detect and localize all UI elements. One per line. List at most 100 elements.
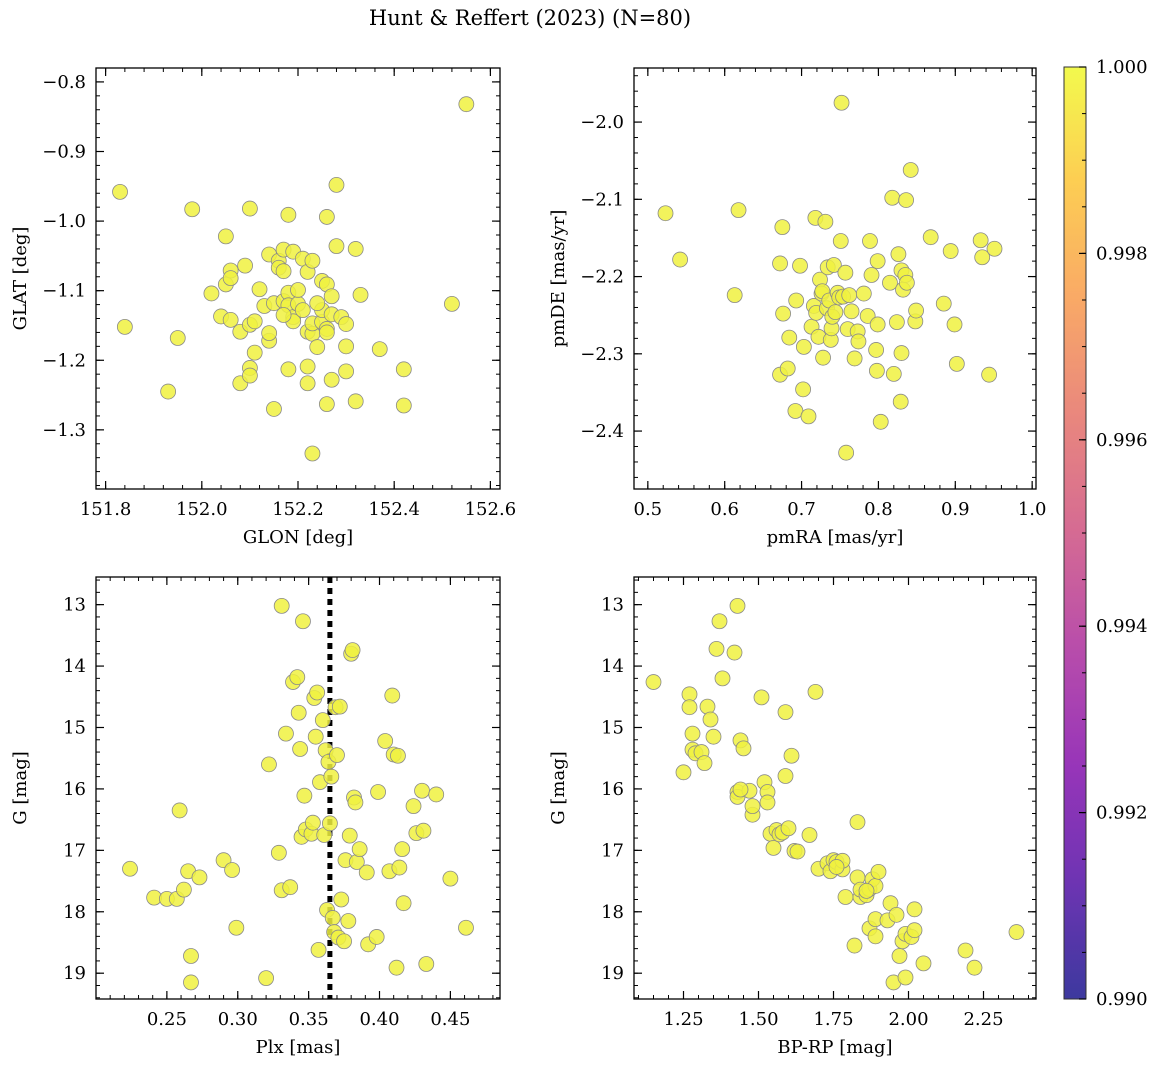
data-point xyxy=(458,96,475,113)
data-point xyxy=(867,928,884,945)
data-point xyxy=(290,704,307,721)
data-point xyxy=(331,698,348,715)
data-point xyxy=(684,725,701,742)
data-point xyxy=(788,292,805,309)
data-point xyxy=(898,274,915,291)
data-point xyxy=(391,859,408,876)
data-point xyxy=(869,316,886,333)
y-tick-label: −1.2 xyxy=(42,350,86,371)
data-point xyxy=(832,233,849,249)
y-axis-label: G [mag] xyxy=(548,751,569,824)
scatter-panel-4: 1.25 1.50 1.75 2.00 2.25 13 14 15 16 17 18 19 BP-RP … xyxy=(548,576,1037,1058)
data-point xyxy=(777,768,794,784)
data-point xyxy=(275,307,292,323)
x-tick-label: 152.6 xyxy=(465,499,517,520)
data-point xyxy=(779,360,796,377)
data-point xyxy=(112,183,128,200)
data-point xyxy=(765,839,782,856)
colorbar-tick-label: 0.996 xyxy=(1096,430,1148,451)
data-point xyxy=(270,844,287,861)
data-point xyxy=(966,959,983,976)
data-point xyxy=(295,613,311,630)
data-point xyxy=(292,741,309,757)
y-tick-label: 19 xyxy=(601,963,624,984)
y-tick-label: 16 xyxy=(601,779,624,800)
data-point xyxy=(258,970,275,987)
data-point xyxy=(237,257,253,274)
data-point xyxy=(275,263,292,280)
data-point xyxy=(266,401,282,417)
y-tick-label: −2.1 xyxy=(580,189,624,210)
data-point xyxy=(744,798,761,815)
x-tick-label: 152.0 xyxy=(176,499,228,520)
data-point xyxy=(222,312,239,328)
data-point xyxy=(828,859,845,875)
data-point xyxy=(846,937,863,954)
data-point xyxy=(777,704,794,721)
data-point xyxy=(338,316,354,332)
data-point xyxy=(884,189,901,206)
data-point xyxy=(948,355,965,372)
x-tick-label: 0.35 xyxy=(289,1009,329,1030)
data-point xyxy=(843,303,860,320)
x-tick-label: 1.25 xyxy=(663,1009,703,1030)
data-point xyxy=(414,782,430,799)
colorbar-tick-label: 0.990 xyxy=(1096,989,1148,1010)
data-point xyxy=(729,597,746,614)
data-point xyxy=(442,870,459,887)
data-point xyxy=(405,798,422,815)
data-point xyxy=(906,901,923,918)
data-point xyxy=(981,366,998,383)
data-point xyxy=(726,287,743,304)
data-point xyxy=(897,969,914,986)
data-point xyxy=(289,669,306,686)
data-point xyxy=(946,316,963,333)
data-point xyxy=(855,285,872,302)
data-point xyxy=(224,862,240,878)
plot-frame xyxy=(95,67,501,490)
data-point xyxy=(395,895,412,912)
data-point xyxy=(672,251,689,268)
data-point xyxy=(775,305,792,322)
data-point xyxy=(323,371,340,388)
data-point xyxy=(304,445,321,462)
data-point xyxy=(309,684,326,701)
data-point xyxy=(418,956,435,972)
data-point xyxy=(273,597,290,614)
data-point xyxy=(318,324,335,341)
data-point xyxy=(347,393,364,410)
figure-title: Hunt & Reffert (2023) (N=80) xyxy=(368,6,692,30)
data-point xyxy=(304,252,321,269)
data-point xyxy=(696,755,713,772)
x-tick-label: 1.0 xyxy=(1018,499,1047,520)
data-point xyxy=(699,698,716,715)
data-point xyxy=(428,786,445,803)
data-point xyxy=(837,264,854,281)
y-tick-label: −1.3 xyxy=(42,420,86,441)
data-point xyxy=(868,342,885,358)
data-point xyxy=(888,314,905,331)
data-point xyxy=(390,747,406,764)
data-point xyxy=(708,640,725,657)
data-point xyxy=(278,725,294,742)
data-point xyxy=(299,358,316,375)
y-tick-label: −1.1 xyxy=(42,281,86,302)
y-tick-label: 13 xyxy=(63,595,86,616)
data-point xyxy=(314,712,331,729)
y-tick-label: −0.9 xyxy=(42,142,86,163)
y-tick-label: 18 xyxy=(63,902,86,923)
data-point xyxy=(323,768,340,785)
data-point xyxy=(906,922,923,939)
data-point xyxy=(290,282,306,298)
data-point xyxy=(347,794,364,811)
data-point xyxy=(972,232,989,249)
data-point xyxy=(858,882,875,899)
plot-frame xyxy=(95,576,501,1000)
data-point xyxy=(246,313,263,330)
data-point xyxy=(323,288,340,305)
data-point xyxy=(304,814,321,831)
y-tick-label: 16 xyxy=(63,779,86,800)
data-point xyxy=(801,827,818,843)
data-point xyxy=(377,733,394,749)
